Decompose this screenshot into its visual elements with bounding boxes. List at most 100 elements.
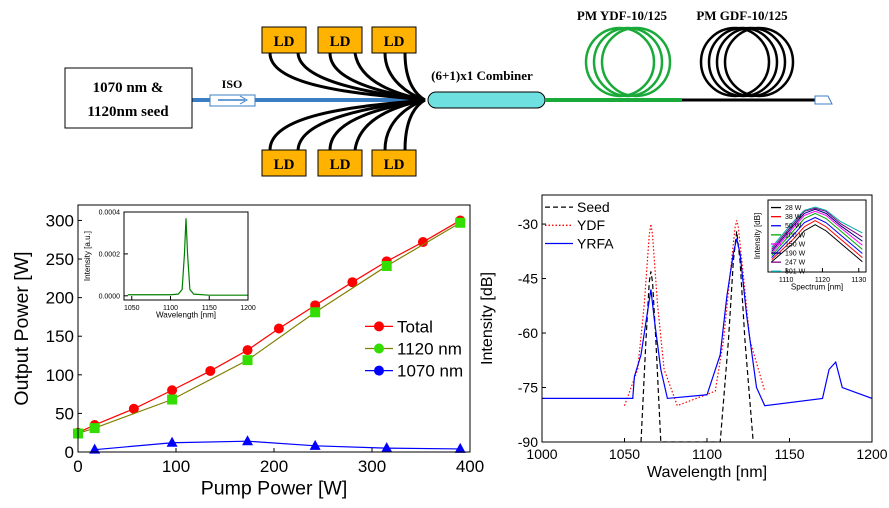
ld-box — [371, 149, 417, 177]
ydf-label: PM YDF-10/125 — [577, 8, 668, 23]
ld-label: LD — [384, 34, 405, 50]
x-axis-label: Spectrum [nm] — [791, 283, 843, 292]
legend-label: 247 W — [785, 260, 806, 267]
y-tick-label: 100 — [46, 366, 74, 385]
gdf-label: PM GDF-10/125 — [696, 8, 788, 23]
x-axis-label: Pump Power [W] — [201, 478, 348, 500]
series-line — [771, 207, 863, 250]
ld-label: LD — [274, 157, 295, 173]
legend-marker — [374, 321, 384, 332]
ld-label: LD — [384, 157, 405, 173]
marker — [167, 394, 178, 405]
legend-label: Seed — [577, 199, 610, 215]
marker — [89, 443, 101, 454]
y-tick-label: 50 — [55, 404, 74, 423]
x-tick-label: 1200 — [240, 305, 256, 312]
y-tick-label: -45 — [518, 270, 538, 286]
x-axis-label: Wavelength [nm] — [647, 463, 767, 481]
iso-label: ISO — [222, 77, 243, 91]
y-tick-label: 0 — [65, 443, 74, 462]
x-tick-label: 300 — [358, 457, 386, 476]
series-line — [127, 218, 248, 296]
marker — [242, 435, 254, 446]
marker — [417, 237, 428, 248]
iso-arrow — [239, 95, 249, 105]
series-line — [771, 210, 863, 254]
y-tick-label: -30 — [518, 216, 538, 232]
plot-frame — [767, 199, 867, 273]
marker — [166, 436, 178, 447]
marker — [273, 323, 284, 334]
setup-diagram: 1070 nm & 1120nm seed ISO LD LD LD LD LD LD (… — [64, 8, 833, 177]
plot-frame — [123, 211, 249, 301]
marker — [347, 277, 358, 288]
y-axis-label: Intensity [dB] — [478, 272, 496, 365]
legend-marker — [374, 343, 384, 354]
legend-label: 28 W — [785, 205, 802, 212]
x-axis-label: Wavelength [nm] — [156, 311, 216, 320]
ld-box — [371, 26, 417, 54]
legend-label: 38 W — [785, 214, 802, 221]
combiner-label: (6+1)x1 Combiner — [431, 68, 533, 83]
x-tick-label: 0 — [73, 457, 82, 476]
legend-label: YRFA — [577, 235, 614, 251]
y-tick-label: 300 — [46, 211, 74, 230]
x-tick-label: 1150 — [774, 446, 804, 462]
legend-label: 190 W — [785, 251, 806, 258]
y-tick-label: -60 — [518, 325, 538, 341]
legend-label: 100 W — [785, 232, 806, 239]
y-tick-label: 250 — [46, 250, 74, 269]
x-tick-label: 200 — [260, 457, 288, 476]
x-tick-label: 1110 — [779, 277, 794, 284]
seed-label: 1120nm seed — [87, 104, 169, 120]
series-line — [771, 212, 863, 256]
x-tick-label: 1050 — [124, 305, 140, 312]
series-line — [771, 208, 863, 252]
ld-label: LD — [274, 34, 295, 50]
marker — [205, 365, 216, 376]
series-line — [771, 216, 863, 258]
marker — [381, 260, 392, 271]
marker — [309, 439, 321, 450]
y-tick-label: -75 — [518, 379, 538, 395]
y-axis-label: Intensity [dB] — [753, 213, 762, 260]
series-line — [623, 220, 766, 407]
legend-label: 150 W — [785, 241, 806, 248]
marker — [310, 307, 321, 318]
x-tick-label: 1130 — [851, 277, 866, 284]
legend-label: 50 W — [785, 223, 802, 230]
y-tick-label: -90 — [518, 434, 538, 450]
end-cap — [814, 95, 833, 105]
seed-label: 1070 nm & — [93, 80, 164, 96]
marker — [89, 423, 100, 434]
pump-fibers — [268, 52, 426, 151]
marker — [167, 385, 178, 396]
x-tick-label: 100 — [162, 457, 190, 476]
legend-label: YDF — [577, 217, 605, 233]
x-tick-label: 400 — [456, 457, 484, 476]
y-tick-label: 0.0002 — [99, 251, 121, 258]
y-axis-label: Intensity [a.u.] — [83, 231, 92, 281]
series-line — [640, 231, 754, 442]
marker — [128, 403, 139, 414]
gdf-coil — [699, 26, 795, 98]
series-line — [771, 206, 863, 248]
legend-label: 1070 nm — [397, 362, 463, 381]
legend-label: 301 W — [785, 269, 806, 276]
y-tick-label: 200 — [46, 289, 74, 308]
legend-label: Total — [397, 317, 433, 336]
marker — [242, 355, 253, 366]
series-line — [78, 219, 461, 434]
ld-label: LD — [330, 34, 351, 50]
ld-box — [317, 26, 363, 54]
series-line — [542, 238, 872, 407]
x-tick-label: 1150 — [202, 305, 217, 312]
marker — [455, 217, 466, 228]
series-line — [771, 224, 863, 263]
x-tick-label: 1100 — [692, 446, 722, 462]
y-axis-label: Output Power [W] — [11, 251, 33, 405]
combiner — [427, 91, 546, 109]
ydf-coil — [584, 26, 672, 98]
seed-box — [64, 67, 193, 129]
